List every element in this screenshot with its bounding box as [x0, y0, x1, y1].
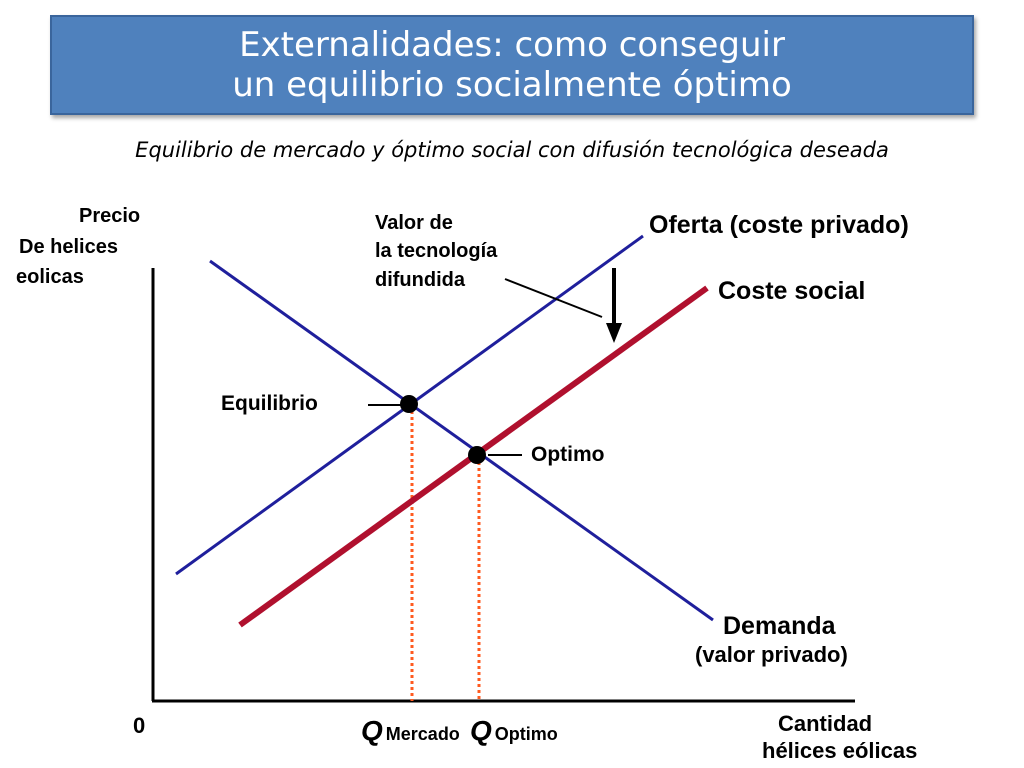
- q-market-subscript: Mercado: [385, 724, 460, 744]
- tech-value-leader-line: [504, 278, 603, 318]
- social-cost-label: Coste social: [718, 277, 866, 305]
- tech-value-label-line-2: la tecnología: [375, 240, 498, 262]
- shift-arrow-head: [606, 323, 622, 343]
- tech-value-label-line-3: difundida: [375, 269, 465, 291]
- tech-value-label-line-1: Valor de: [375, 212, 453, 234]
- optimum-point: [468, 446, 486, 464]
- y-axis-label-line-3: eolicas: [16, 266, 84, 288]
- diagram-subtitle: Equilibrio de mercado y óptimo social co…: [135, 138, 889, 162]
- title-line-2: un equilibrio socialmente óptimo: [232, 65, 792, 105]
- demand-curve-sublabel: (valor privado): [695, 642, 848, 667]
- title-line-1: Externalidades: como conseguir: [239, 25, 785, 65]
- q-market-label: Q Mercado: [361, 715, 460, 747]
- x-axis-label-line-1: Cantidad: [778, 711, 873, 736]
- x-axis-label-line-2: hélices eólicas: [762, 738, 918, 763]
- equilibrium-label: Equilibrio: [221, 392, 318, 415]
- q-optimum-label: Q Optimo: [470, 715, 558, 747]
- y-axis-label-line-1: Precio: [79, 205, 141, 227]
- q-optimum-symbol: Q: [470, 715, 492, 746]
- title-banner: Externalidades: como conseguir un equili…: [50, 15, 974, 115]
- optimum-label: Optimo: [531, 443, 605, 466]
- supply-curve-label: Oferta (coste privado): [649, 211, 909, 239]
- q-optimum-subscript: Optimo: [494, 724, 558, 744]
- equilibrium-point: [400, 395, 418, 413]
- demand-curve: [209, 259, 714, 622]
- origin-label: 0: [133, 713, 146, 738]
- y-axis-label-line-2: De helices: [19, 236, 118, 258]
- q-market-symbol: Q: [361, 715, 383, 746]
- demand-curve-label: Demanda: [723, 612, 836, 640]
